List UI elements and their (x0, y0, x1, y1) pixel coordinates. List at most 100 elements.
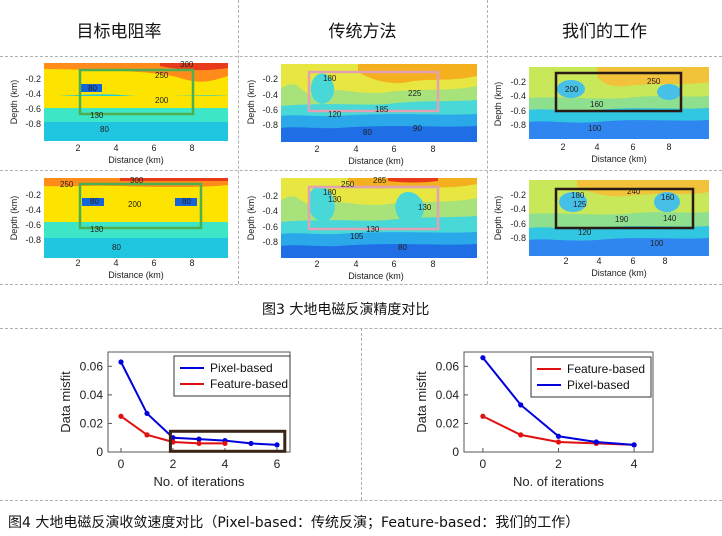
y-tick-label: -0.6 (510, 106, 526, 116)
x-tick-label: 4 (222, 457, 229, 471)
x-tick-label: 6 (274, 457, 281, 471)
x-tick-label: 8 (189, 143, 194, 153)
legend-label: Feature-based (210, 377, 288, 391)
x-tick-label: 6 (151, 143, 156, 153)
contour-label: 300 (180, 60, 194, 69)
data-point (144, 410, 150, 417)
y-tick-label: -0.2 (262, 74, 278, 84)
x-tick-label: 4 (631, 457, 638, 471)
y-tick-label: -0.4 (510, 91, 526, 101)
divider (0, 500, 722, 501)
x-axis-label: No. of iterations (153, 474, 245, 489)
y-tick-label: -0.2 (25, 190, 41, 200)
contour-label: 250 (647, 77, 661, 86)
y-axis-label: Data misfit (414, 371, 429, 433)
contour-label: 100 (650, 239, 664, 248)
data-point (196, 436, 202, 442)
y-axis-label: Depth (km) (493, 82, 503, 127)
contour-label: 240 (627, 187, 641, 196)
data-point (144, 432, 150, 438)
contour-label: 130 (366, 225, 380, 234)
contour-label: 265 (373, 176, 387, 185)
x-tick-label: 6 (630, 256, 635, 266)
x-axis-label: Distance (km) (591, 268, 647, 278)
resistivity-panel-ours-1: 200 250 160 100 -0.2 -0.4 -0.6 -0.8 Dept… (493, 67, 709, 164)
data-point (274, 442, 280, 448)
contour-label: 140 (663, 214, 677, 223)
y-tick-label: 0.04 (436, 388, 460, 402)
resistivity-panel-traditional-1: 180 225 185 120 90 80 -0.2 -0.4 -0.6 -0.… (246, 64, 477, 166)
contour-label: 200 (565, 85, 579, 94)
y-tick-label: -0.4 (25, 205, 41, 215)
data-point (196, 440, 202, 447)
highlight-box (168, 429, 287, 453)
column-header-target: 目标电阻率 (76, 22, 162, 42)
x-tick-label: 6 (151, 258, 156, 268)
y-tick-label: -0.8 (262, 120, 278, 130)
x-axis-label: No. of iterations (513, 474, 605, 489)
x-tick-label: 8 (666, 142, 671, 152)
y-tick-label: 0 (452, 445, 459, 459)
x-tick-label: 6 (391, 144, 396, 154)
y-axis-label: Depth (km) (246, 196, 256, 241)
data-point (555, 433, 562, 439)
column-header-traditional: 传统方法 (328, 22, 397, 42)
y-tick-label: -0.4 (262, 90, 278, 100)
contour-label: 130 (418, 203, 432, 212)
x-tick-label: 2 (170, 457, 177, 471)
y-tick-label: -0.6 (262, 222, 278, 232)
y-tick-label: -0.2 (262, 191, 278, 201)
contour-label: 80 (90, 197, 99, 206)
contour-label: 200 (128, 200, 142, 209)
contour-label: 105 (350, 232, 364, 241)
convergence-chart-left: 0 0.02 0.04 0.06 0 2 4 6 Data misfit No. of itera… (58, 351, 291, 489)
contour-label: 180 (571, 191, 585, 200)
divider (361, 328, 362, 500)
contour-label: 80 (88, 84, 97, 93)
x-axis-label: Distance (km) (348, 271, 404, 281)
y-tick-label: -0.8 (262, 237, 278, 247)
divider (487, 0, 488, 284)
y-tick-label: -0.2 (510, 77, 526, 87)
x-tick-label: 2 (75, 258, 80, 268)
contour-label: 130 (90, 225, 104, 234)
contour-label: 160 (661, 193, 675, 202)
data-point (118, 359, 124, 365)
y-axis-label: Depth (km) (9, 196, 19, 241)
x-tick-label: 4 (353, 259, 358, 269)
legend-label: Pixel-based (567, 378, 630, 392)
x-tick-label: 4 (353, 144, 358, 154)
y-tick-label: -0.8 (25, 119, 41, 129)
legend-label: Feature-based (567, 362, 645, 376)
data-point (593, 439, 599, 445)
contour-label: 80 (182, 197, 191, 206)
x-tick-label: 0 (118, 457, 125, 471)
data-point (518, 402, 524, 408)
y-tick-label: -0.8 (510, 120, 526, 130)
x-tick-label: 2 (75, 143, 80, 153)
contour-label: 125 (573, 200, 587, 209)
contour-label: 80 (100, 125, 109, 134)
y-axis-label: Depth (km) (493, 196, 503, 241)
x-tick-label: 2 (560, 142, 565, 152)
y-tick-label: 0.02 (80, 416, 104, 430)
data-point (555, 439, 562, 445)
contour-label: 120 (578, 228, 592, 237)
figure-3-caption: 图3 大地电磁反演精度对比 (262, 302, 430, 318)
contour-label: 250 (155, 71, 169, 80)
contour-label: 120 (328, 110, 342, 119)
x-tick-label: 6 (630, 142, 635, 152)
legend (530, 356, 652, 398)
x-tick-label: 8 (430, 259, 435, 269)
y-tick-label: -0.6 (25, 104, 41, 114)
y-tick-label: -0.6 (510, 219, 526, 229)
contour-label: 180 (323, 188, 337, 197)
resistivity-panel-target-2: 250 300 80 200 80 130 80 -0.2 -0.4 -0.6 … (9, 176, 228, 280)
divider (0, 56, 722, 57)
divider (0, 170, 722, 171)
y-tick-label: -0.6 (25, 220, 41, 230)
contour-label: 90 (413, 124, 422, 133)
x-tick-label: 2 (314, 144, 319, 154)
convergence-chart-right: 0 0.02 0.04 0.06 0 2 4 Data misfit No. of iterat… (414, 351, 654, 489)
contour-label: 80 (363, 128, 372, 137)
